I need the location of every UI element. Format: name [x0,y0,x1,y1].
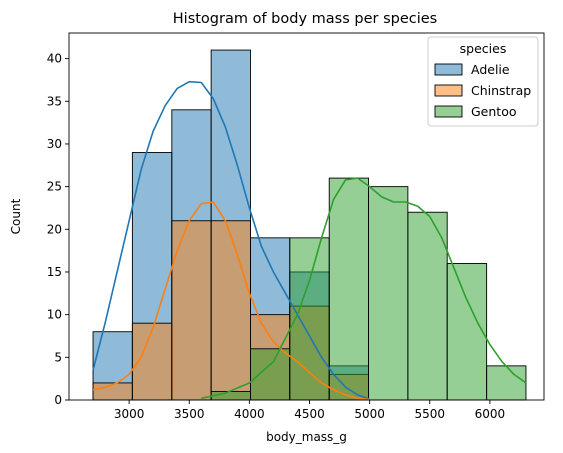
y-axis: 0 5 10 15 20 25 30 35 40 [47,52,69,407]
legend-label-gentoo: Gentoo [471,104,517,119]
bar-chinstrap-3 [210,220,251,401]
bar-gentoo-9 [446,262,488,401]
y-tick-label-35: 35 [47,94,62,108]
kde-line-adelie [92,80,370,400]
x-tick-label-4000: 4000 [234,407,265,421]
legend-swatch-chinstrap [434,84,463,97]
y-tick-label-5: 5 [54,350,62,364]
bar-gentoo-10 [486,365,527,401]
legend: species Adelie Chinstrap Gentoo [427,36,539,127]
legend-title: species [460,41,507,56]
x-tick-label-5000: 5000 [354,407,385,421]
bar-gentoo-7 [368,186,409,401]
x-tick-label-6000: 6000 [475,407,506,421]
y-tick-label-10: 10 [47,308,62,322]
x-axis: 3000 3500 4000 4500 5000 5500 6000 [114,400,505,421]
bar-gentoo-4 [250,348,291,401]
y-tick-label-0: 0 [54,393,62,407]
kde-layer [92,80,527,401]
bars-layer [92,49,527,401]
y-tick-label-25: 25 [47,180,62,194]
legend-label-adelie: Adelie [471,62,510,77]
legend-label-chinstrap: Chinstrap [471,83,531,98]
plot-frame [68,32,545,401]
x-tick-label-3000: 3000 [114,407,145,421]
chart-title: Histogram of body mass per species [173,11,437,27]
bar-chinstrap-0 [92,382,133,401]
y-tick-label-40: 40 [47,52,62,66]
x-tick-label-5500: 5500 [414,407,445,421]
x-tick-label-4500: 4500 [294,407,325,421]
x-tick-label-3500: 3500 [174,407,205,421]
y-axis-label: Count [9,198,23,234]
legend-swatch-gentoo [434,105,463,118]
y-tick-label-20: 20 [47,222,62,236]
bar-gentoo-8 [407,211,448,401]
legend-swatch-adelie [434,63,463,76]
x-axis-label: body_mass_g [266,430,347,444]
y-tick-label-15: 15 [47,265,62,279]
bar-chinstrap-2 [171,220,212,401]
legend-box [427,36,539,127]
y-tick-label-30: 30 [47,137,62,151]
bar-gentoo-6 [328,177,370,401]
kde-line-chinstrap [92,201,370,401]
kde-line-gentoo [201,177,527,400]
